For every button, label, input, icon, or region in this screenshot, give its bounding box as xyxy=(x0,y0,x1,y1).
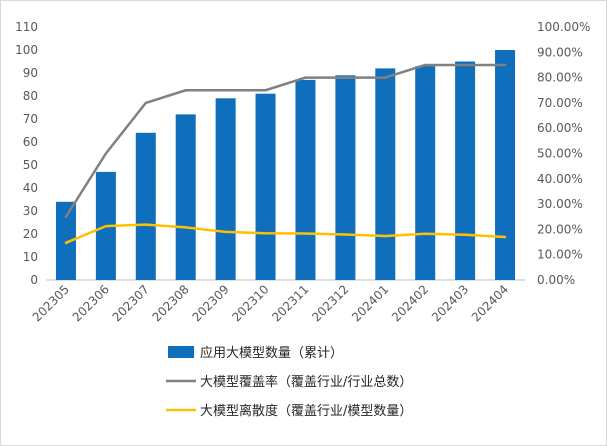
right-tick-label: 70.00% xyxy=(537,96,583,110)
x-tick-label: 202404 xyxy=(469,282,511,324)
left-tick-label: 80 xyxy=(23,89,38,103)
left-axis-ticks: 0 10 20 30 40 50 60 70 80 90 100 110 xyxy=(15,20,38,287)
right-tick-label: 0.00% xyxy=(537,273,575,287)
left-tick-label: 10 xyxy=(23,250,38,264)
legend-label-dispersion: 大模型离散度（覆盖行业/模型数量） xyxy=(200,403,412,419)
right-tick-label: 40.00% xyxy=(537,172,583,186)
x-tick-label: 202309 xyxy=(189,282,231,324)
left-tick-label: 0 xyxy=(30,273,38,287)
right-tick-label: 30.00% xyxy=(537,197,583,211)
x-tick-label: 202306 xyxy=(70,282,112,324)
x-tick-label: 202307 xyxy=(110,282,152,324)
legend-label-coverage: 大模型覆盖率（覆盖行业/行业总数） xyxy=(200,374,412,390)
left-tick-label: 110 xyxy=(15,20,38,34)
bar-202309 xyxy=(215,98,236,280)
right-axis-ticks: 0.00% 10.00% 20.00% 30.00% 40.00% 50.00% 60.00… xyxy=(537,20,590,287)
left-tick-label: 30 xyxy=(23,204,38,218)
bar-202310 xyxy=(255,93,276,280)
bar-202402 xyxy=(415,66,436,280)
line-series xyxy=(64,63,507,245)
bar-202305 xyxy=(55,201,76,280)
right-tick-label: 80.00% xyxy=(537,71,583,85)
left-tick-label: 60 xyxy=(23,135,38,149)
right-tick-label: 10.00% xyxy=(537,248,583,262)
x-tick-label: 202310 xyxy=(229,282,271,324)
right-tick-label: 50.00% xyxy=(537,147,583,161)
left-tick-label: 40 xyxy=(23,181,38,195)
x-tick-label: 202305 xyxy=(30,282,72,324)
bar-202307 xyxy=(135,132,156,280)
coverage-line xyxy=(64,63,507,218)
bar-202401 xyxy=(375,68,396,281)
bar-202404 xyxy=(495,50,516,280)
x-tick-label: 202312 xyxy=(309,282,351,324)
left-tick-label: 50 xyxy=(23,158,38,172)
left-tick-label: 100 xyxy=(15,43,38,57)
bar-202308 xyxy=(175,114,196,281)
bar-202312 xyxy=(335,75,356,280)
legend-label-bar: 应用大模型数量（累计） xyxy=(200,345,343,361)
legend-swatch-bar xyxy=(168,346,194,358)
x-tick-label: 202308 xyxy=(150,282,192,324)
left-tick-label: 70 xyxy=(23,112,38,126)
dispersion-line xyxy=(64,223,507,245)
x-tick-label: 202403 xyxy=(429,282,471,324)
bar-202403 xyxy=(455,61,476,280)
left-tick-label: 90 xyxy=(23,66,38,80)
x-tick-label: 202311 xyxy=(269,282,311,324)
x-tick-label: 202402 xyxy=(389,282,431,324)
right-tick-label: 20.00% xyxy=(537,222,583,236)
right-tick-label: 60.00% xyxy=(537,121,583,135)
x-axis-ticks: 2023052023062023072023082023092023102023… xyxy=(30,282,511,324)
left-tick-label: 20 xyxy=(23,227,38,241)
bar-202311 xyxy=(295,79,316,281)
x-tick-label: 202401 xyxy=(349,282,391,324)
legend: 应用大模型数量（累计） 大模型覆盖率（覆盖行业/行业总数） 大模型离散度（覆盖行… xyxy=(166,345,412,419)
right-tick-label: 100.00% xyxy=(537,20,590,34)
right-tick-label: 90.00% xyxy=(537,45,583,59)
bar-series xyxy=(55,50,516,281)
